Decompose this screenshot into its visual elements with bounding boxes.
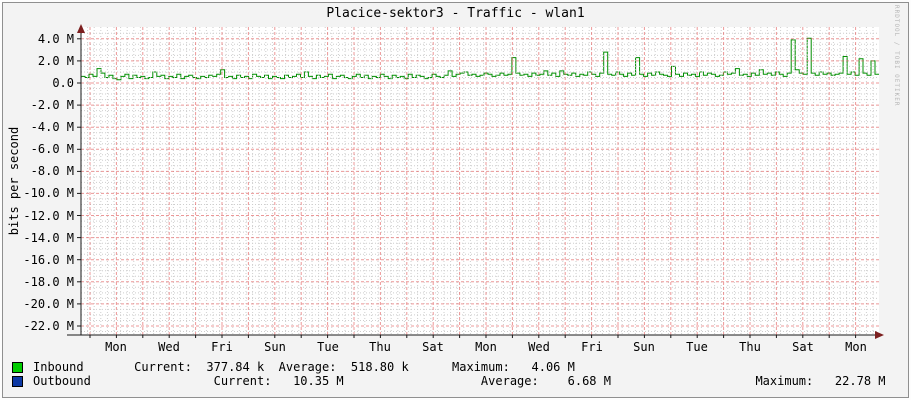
grid-major [81,27,879,335]
y-tick-label: 4.0 M [37,32,74,46]
y-tick-label: -8.0 M [30,164,74,178]
x-tick-label: Fri [581,340,603,354]
x-tick-label: Tue [686,340,708,354]
legend: Inbound Current: 377.84 k Average: 518.8… [12,360,886,388]
outbound-stats: Current: 10.35 M Average: 6.68 M Maximum… [90,374,886,388]
y-tick-label: -6.0 M [30,142,74,156]
grid-minor [81,27,879,335]
graph-title: Placice-sektor3 - Traffic - wlan1 [326,6,585,21]
legend-row-outbound: Outbound Current: 10.35 M Average: 6.68 … [12,374,886,388]
x-tick-label: Fri [211,340,233,354]
y-tick-label: -18.0 M [23,275,74,289]
y-tick-label: -10.0 M [23,186,74,200]
x-tick-label: Wed [158,340,180,354]
x-tick-label: Mon [475,340,497,354]
x-tick-label: Thu [369,340,391,354]
legend-row-inbound: Inbound Current: 377.84 k Average: 518.8… [12,360,886,374]
y-tick-label: -4.0 M [30,120,74,134]
y-axis-arrow-icon [77,24,85,33]
y-tick-label: 0.0 [52,76,74,90]
y-tick-label: -22.0 M [23,319,74,333]
axes [67,27,877,338]
x-tick-label: Sun [633,340,655,354]
rrdtool-watermark: RRDTOOL / TOBI OETIKER [893,5,900,107]
x-tick-label: Mon [105,340,127,354]
outbound-label: Outbound [33,374,91,388]
x-tick-label: Tue [317,340,339,354]
x-tick-label: Sun [264,340,286,354]
plot-background [81,27,879,335]
x-tick-label: Wed [528,340,550,354]
y-tick-label: -12.0 M [23,209,74,223]
y-tick-label: -14.0 M [23,231,74,245]
y-tick-label: -2.0 M [30,98,74,112]
inbound-stats: Current: 377.84 k Average: 518.80 k Maxi… [83,360,575,374]
y-tick-label: 2.0 M [37,54,74,68]
inbound-label: Inbound [33,360,84,374]
x-axis-arrow-icon [875,331,884,339]
inbound-line [81,37,879,81]
inbound-swatch [12,361,23,373]
x-tick-label: Thu [739,340,761,354]
y-tick-label: -20.0 M [23,297,74,311]
x-tick-label: Mon [845,340,867,354]
x-tick-label: Sat [422,340,444,354]
y-tick-label: -16.0 M [23,253,74,267]
x-tick-label: Sat [792,340,814,354]
outbound-swatch [12,375,23,387]
